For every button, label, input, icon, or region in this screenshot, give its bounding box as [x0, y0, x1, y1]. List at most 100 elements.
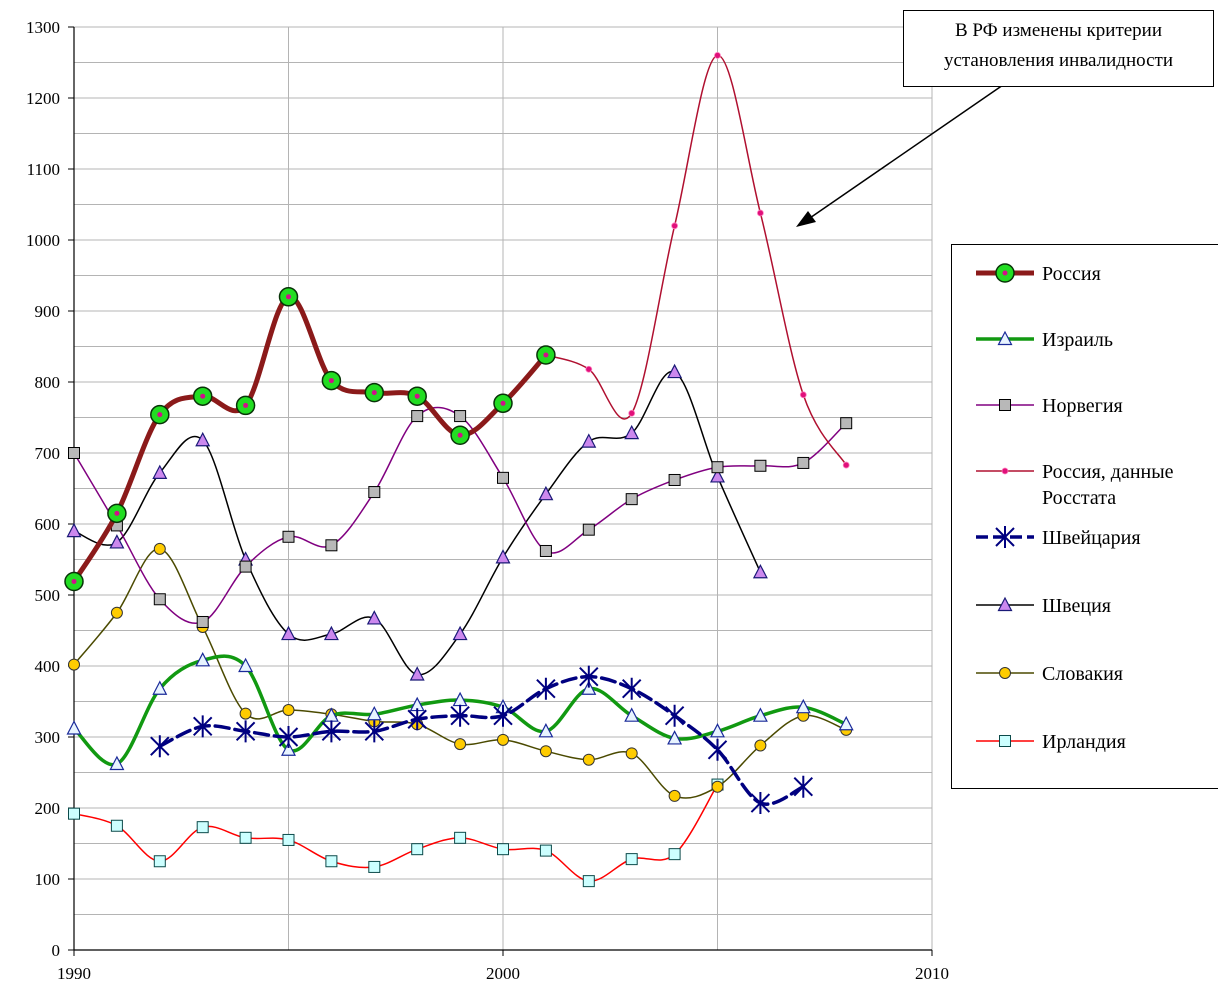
legend-symbol-russia	[976, 263, 1034, 283]
series-3-point-16	[711, 461, 724, 474]
legend-symbol-switzerland	[976, 526, 1034, 548]
series-2-point-12	[538, 723, 554, 738]
series-4-point-3	[628, 409, 636, 417]
series-6-point-17	[752, 563, 768, 579]
series-2-point-3	[152, 680, 168, 695]
series-8-point-3	[153, 855, 166, 868]
series-7-point-14	[625, 747, 638, 760]
annotation-box: В РФ изменены критерии установления инва…	[903, 10, 1214, 87]
legend-marker-center	[1002, 270, 1008, 276]
y-tick-label: 700	[35, 444, 61, 463]
series-7-point-3	[153, 542, 166, 555]
legend-label-slovakia: Словакия	[1042, 663, 1123, 685]
series-6-point-12	[538, 485, 554, 501]
series-1-point-1-center	[71, 579, 77, 585]
series-8-point-13	[582, 875, 595, 888]
series-3-point-17	[754, 459, 767, 472]
series-5-point-8	[450, 704, 470, 727]
legend-marker	[995, 526, 1015, 548]
series-5-point-12	[621, 677, 642, 700]
series-7-point-1	[68, 658, 80, 671]
series-7-line	[73, 548, 847, 799]
series-6-point-8	[366, 610, 382, 625]
series-8-point-8	[368, 860, 381, 873]
series-8-group	[68, 778, 724, 888]
series-6-point-1	[66, 522, 82, 538]
legend-marker	[999, 667, 1011, 679]
y-tick-label: 900	[35, 302, 61, 321]
series-3-point-12	[539, 544, 552, 557]
series-6-point-10	[452, 625, 468, 641]
series-8-line	[73, 783, 719, 882]
legend-marker	[997, 330, 1013, 346]
legend-label-israel: Израиль	[1042, 329, 1114, 351]
series-8-point-10	[454, 831, 467, 844]
series-1-point-12-center	[543, 352, 549, 358]
legend-symbol-russia-rosstat	[976, 467, 1034, 475]
y-tick-label: 800	[35, 373, 61, 392]
series-1-point-8-center	[371, 390, 377, 396]
series-5-point-9	[493, 704, 513, 727]
series-3-point-19	[840, 417, 853, 430]
legend-symbol-ireland	[976, 735, 1034, 747]
series-3-point-18	[797, 456, 810, 469]
series-2-point-8	[366, 705, 382, 721]
series-8-point-6	[282, 833, 295, 846]
series-4-point-2	[585, 365, 593, 373]
y-tick-label: 400	[35, 657, 61, 676]
series-7-point-13	[582, 753, 595, 766]
series-2-point-17	[752, 707, 768, 722]
series-3-point-7	[325, 539, 338, 552]
series-5-point-16	[793, 775, 814, 798]
annotation-arrow	[796, 84, 1004, 227]
series-2-point-19	[838, 715, 854, 731]
series-6-point-7	[323, 625, 339, 641]
series-1-point-10-center	[457, 432, 463, 438]
series-3-point-4	[196, 615, 209, 628]
legend-item-sweden: Швеция	[952, 585, 1218, 645]
series-6-point-15	[667, 363, 683, 379]
y-tick-label: 600	[35, 515, 61, 534]
series-8-point-15	[668, 848, 681, 861]
series-4-point-5	[714, 52, 721, 59]
series-3-point-15	[668, 473, 681, 486]
series-6-point-2	[109, 534, 125, 549]
series-7-point-15	[668, 789, 681, 802]
series-2-point-6	[281, 741, 296, 756]
annotation-arrow-line	[806, 84, 1004, 221]
x-tick-label: 2000	[486, 964, 520, 983]
series-5-group	[150, 665, 814, 815]
series-5-point-6	[364, 720, 385, 743]
series-4-point-7	[799, 391, 807, 399]
series-7-point-10	[454, 738, 467, 751]
series-6-point-13	[581, 433, 597, 448]
legend-label-switzerland: Швейцария	[1042, 527, 1141, 549]
legend-item-israel: Израиль	[952, 319, 1218, 379]
legend-item-russia-rosstat: Россия, данные Росстата	[952, 451, 1218, 511]
series-3-point-14	[625, 493, 638, 506]
series-3-group	[68, 406, 853, 628]
series-5-point-1	[150, 735, 170, 758]
series-5-line	[158, 674, 806, 806]
series-3-point-3	[153, 593, 166, 606]
legend-label-sweden: Швеция	[1042, 595, 1111, 617]
y-tick-label: 100	[35, 870, 61, 889]
series-1-point-9-center	[414, 393, 420, 399]
legend-symbol-sweden	[976, 596, 1034, 612]
series-8-point-11	[497, 843, 509, 856]
series-8-point-5	[239, 831, 252, 844]
series-1-point-3-center	[157, 412, 163, 418]
series-4-group	[542, 52, 850, 469]
annotation-arrow-head	[796, 211, 816, 227]
series-6-point-11	[495, 549, 511, 564]
series-6-point-16	[710, 468, 725, 483]
series-6-point-6	[281, 625, 296, 641]
series-7-point-16	[711, 780, 724, 793]
legend-item-norway: Норвегия	[952, 385, 1218, 445]
series-8-point-4	[196, 821, 209, 834]
series-6-point-9	[409, 666, 425, 681]
series-2-point-1	[66, 720, 82, 735]
legend-marker	[999, 399, 1011, 411]
series-3-point-8	[368, 486, 381, 499]
series-3-point-6	[282, 530, 295, 543]
